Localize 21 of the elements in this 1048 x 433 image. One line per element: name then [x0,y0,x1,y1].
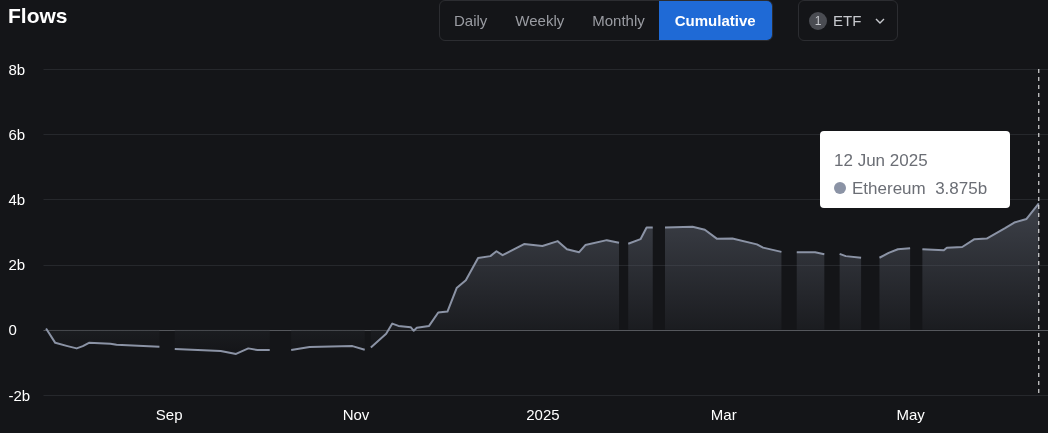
y-tick-label: 0 [8,321,17,339]
annotation: 12 Jun 2025 [834,150,929,172]
y-tick-label: 2b [8,256,26,274]
text: ETF [833,12,862,29]
y-tick-label: 6b [8,125,26,143]
x-tick-label: May [896,405,926,423]
x-tick-label: Sep [155,405,183,423]
text: Weekly [514,11,566,31]
x-tick-label: Nov [342,405,370,423]
x-tick-label: Mar [710,405,737,423]
y-tick-label: 8b [8,60,26,78]
x-tick-label: 2025 [526,405,560,423]
y-tick-label: -2b [8,386,31,404]
text: Cumulative [658,1,772,40]
text: Monthly [591,11,646,31]
legend-label: Ethereum [852,179,926,198]
text: Daily [453,11,489,31]
chart-title: Flows [8,4,68,28]
text: 1 [809,11,827,30]
annotation: 3.875b [935,179,988,198]
y-tick-label: 4b [8,190,26,208]
